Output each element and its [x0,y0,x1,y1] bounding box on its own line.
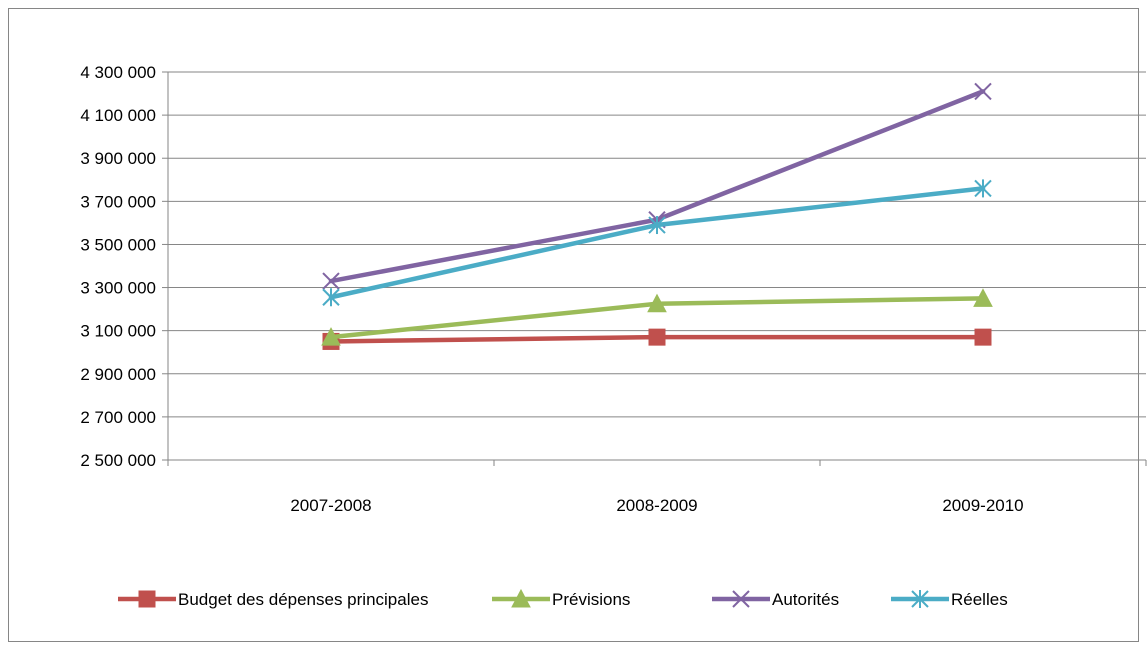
y-tick-label: 3 900 000 [80,149,156,168]
legend-label: Réelles [951,590,1008,609]
legend-marker [138,590,156,608]
data-point [322,288,340,307]
legend: Budget des dépenses principales Prévision… [118,588,1008,609]
y-tick-label: 2 700 000 [80,408,156,427]
legend-item: Autorités [712,590,839,609]
data-point [647,293,667,313]
series-2 [322,82,992,290]
y-tick-label: 3 100 000 [80,322,156,341]
series-lines [321,82,993,350]
chart-frame [8,8,1139,642]
legend-marker [911,590,929,608]
marker-stroke [974,82,992,101]
x-tick-label: 2009-2010 [942,496,1023,515]
data-point [321,327,341,346]
legend-marker [511,588,531,608]
y-tick-label: 4 100 000 [80,106,156,125]
legend-marker [732,590,750,608]
y-tick-label: 2 900 000 [80,365,156,384]
data-point [648,216,666,235]
data-point [974,179,992,198]
data-point [974,82,992,101]
legend-label: Prévisions [552,590,630,609]
data-point [973,288,993,307]
data-point [974,328,992,346]
y-tick-label: 2 500 000 [80,451,156,470]
marker-stroke [732,590,750,608]
axes: 2 500 000 2 700 000 2 900 000 3 100 000 3 30… [80,63,1147,515]
y-tick-label: 3 300 000 [80,279,156,298]
series-1 [321,288,993,346]
legend-label: Budget des dépenses principales [178,590,428,609]
legend-label: Autorités [772,590,839,609]
y-tick-label: 3 700 000 [80,192,156,211]
y-tick-label: 3 500 000 [80,235,156,254]
series-0 [322,328,992,350]
gridlines [168,71,1146,418]
legend-item: Prévisions [492,588,630,609]
series-line [328,89,986,284]
legend-item: Réelles [891,590,1008,609]
y-tick-label: 4 300 000 [80,63,156,82]
series-3 [322,179,992,307]
x-tick-label: 2008-2009 [616,496,697,515]
series-line [328,186,986,300]
marker-stroke [322,272,340,290]
data-point [322,272,340,290]
data-point [648,328,666,346]
x-tick-label: 2007-2008 [290,496,371,515]
legend-item: Budget des dépenses principales [118,590,428,609]
